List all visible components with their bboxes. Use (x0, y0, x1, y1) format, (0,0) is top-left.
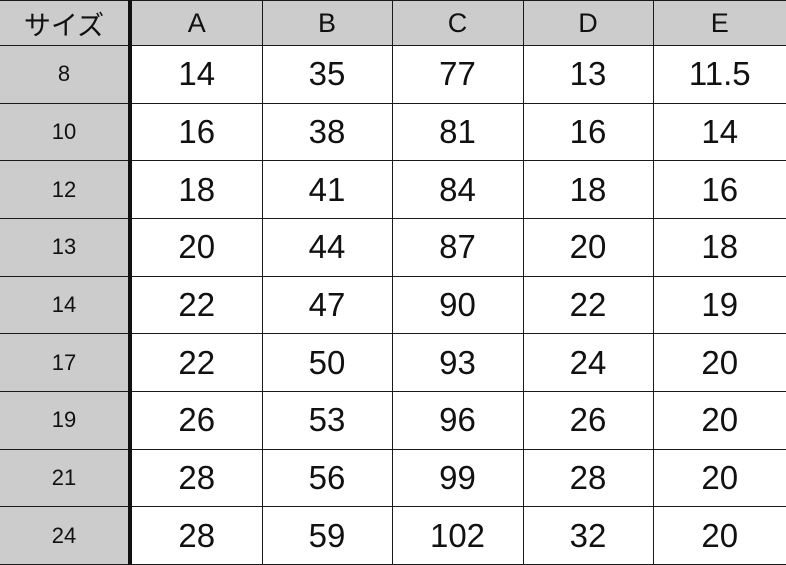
cell-b: 56 (261, 448, 393, 508)
cell-e: 11.5 (652, 45, 786, 104)
row-size-label: 8 (0, 45, 132, 104)
cell-a: 16 (129, 102, 263, 162)
cell-d: 18 (522, 160, 654, 219)
cell-c: 96 (391, 390, 524, 450)
cell-e: 20 (652, 390, 786, 450)
cell-a: 26 (129, 390, 263, 450)
row-size-label: 14 (0, 275, 132, 335)
cell-c: 77 (391, 45, 524, 104)
cell-e: 20 (652, 506, 786, 565)
header-column-c: C (391, 0, 524, 46)
cell-a: 18 (129, 160, 263, 219)
table-row: 21 28 56 99 28 20 (0, 448, 786, 508)
header-column-a: A (129, 0, 263, 46)
header-column-e: E (652, 0, 786, 46)
row-size-label: 10 (0, 102, 132, 162)
cell-b: 38 (261, 102, 393, 162)
table-header-row: サイズ A B C D E (0, 0, 786, 46)
row-size-label: 19 (0, 390, 132, 450)
cell-b: 50 (261, 333, 393, 392)
row-size-label: 17 (0, 333, 132, 392)
cell-b: 41 (261, 160, 393, 219)
table-row: 24 28 59 102 32 20 (0, 506, 786, 565)
cell-e: 20 (652, 333, 786, 392)
cell-e: 20 (652, 448, 786, 508)
cell-c: 93 (391, 333, 524, 392)
cell-b: 47 (261, 275, 393, 335)
cell-d: 13 (522, 45, 654, 104)
row-size-label: 21 (0, 448, 132, 508)
cell-c: 84 (391, 160, 524, 219)
row-size-label: 24 (0, 506, 132, 565)
cell-d: 24 (522, 333, 654, 392)
cell-e: 18 (652, 217, 786, 277)
header-column-b: B (261, 0, 393, 46)
cell-d: 28 (522, 448, 654, 508)
cell-b: 59 (261, 506, 393, 565)
cell-b: 35 (261, 45, 393, 104)
cell-e: 16 (652, 160, 786, 219)
cell-a: 14 (129, 45, 263, 104)
cell-c: 81 (391, 102, 524, 162)
cell-a: 20 (129, 217, 263, 277)
cell-d: 16 (522, 102, 654, 162)
cell-b: 44 (261, 217, 393, 277)
cell-d: 20 (522, 217, 654, 277)
table-row: 13 20 44 87 20 18 (0, 217, 786, 277)
cell-c: 99 (391, 448, 524, 508)
cell-a: 28 (129, 448, 263, 508)
table-body: 8 14 35 77 13 11.5 10 16 38 81 16 14 12 … (0, 45, 786, 565)
cell-a: 22 (129, 333, 263, 392)
row-size-label: 12 (0, 160, 132, 219)
table-row: 19 26 53 96 26 20 (0, 390, 786, 450)
cell-d: 32 (522, 506, 654, 565)
cell-a: 22 (129, 275, 263, 335)
cell-d: 26 (522, 390, 654, 450)
row-size-label: 13 (0, 217, 132, 277)
table-row: 17 22 50 93 24 20 (0, 333, 786, 392)
cell-a: 28 (129, 506, 263, 565)
cell-d: 22 (522, 275, 654, 335)
table-row: 14 22 47 90 22 19 (0, 275, 786, 335)
table-row: 10 16 38 81 16 14 (0, 102, 786, 162)
header-size-label: サイズ (0, 0, 132, 46)
cell-e: 14 (652, 102, 786, 162)
cell-c: 87 (391, 217, 524, 277)
cell-e: 19 (652, 275, 786, 335)
cell-c: 90 (391, 275, 524, 335)
cell-c: 102 (391, 506, 524, 565)
header-column-d: D (522, 0, 654, 46)
cell-b: 53 (261, 390, 393, 450)
table-row: 12 18 41 84 18 16 (0, 160, 786, 219)
table-row: 8 14 35 77 13 11.5 (0, 45, 786, 104)
